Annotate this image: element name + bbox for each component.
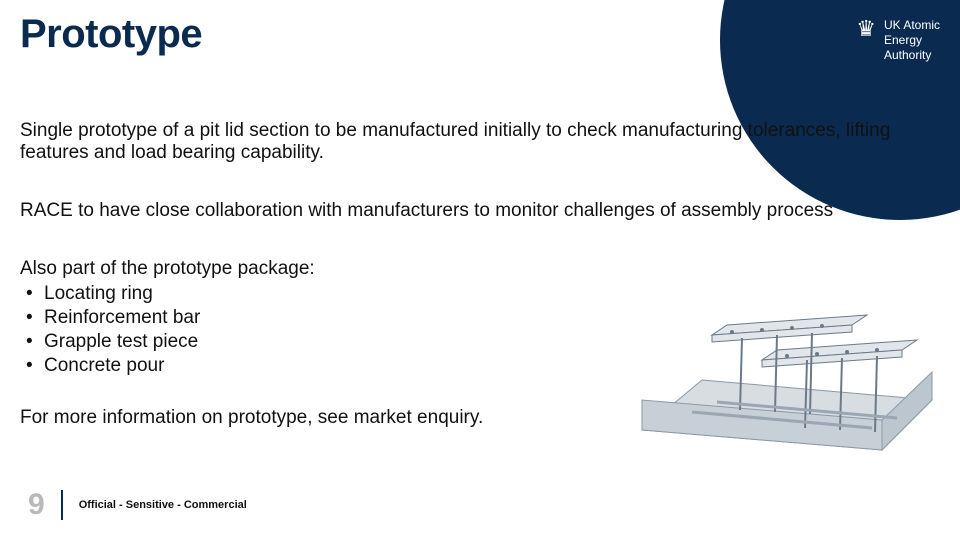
footer-separator — [61, 490, 63, 520]
logo-line-3: Authority — [884, 48, 940, 63]
classification-label: Official - Sensitive - Commercial — [79, 499, 247, 511]
logo-text: UK Atomic Energy Authority — [884, 18, 940, 63]
pit-lid-diagram — [622, 280, 942, 460]
logo-line-1: UK Atomic — [884, 18, 940, 33]
paragraph-1: Single prototype of a pit lid section to… — [20, 120, 900, 164]
org-logo: ♛ UK Atomic Energy Authority — [856, 18, 940, 63]
paragraph-2: RACE to have close collaboration with ma… — [20, 200, 900, 222]
page-number: 9 — [28, 488, 45, 522]
slide-title: Prototype — [20, 12, 202, 57]
slide: ♛ UK Atomic Energy Authority Prototype S… — [0, 0, 960, 540]
slide-footer: 9 Official - Sensitive - Commercial — [28, 488, 247, 522]
crown-icon: ♛ — [856, 18, 876, 40]
logo-line-2: Energy — [884, 33, 940, 48]
package-intro: Also part of the prototype package: — [20, 258, 940, 280]
